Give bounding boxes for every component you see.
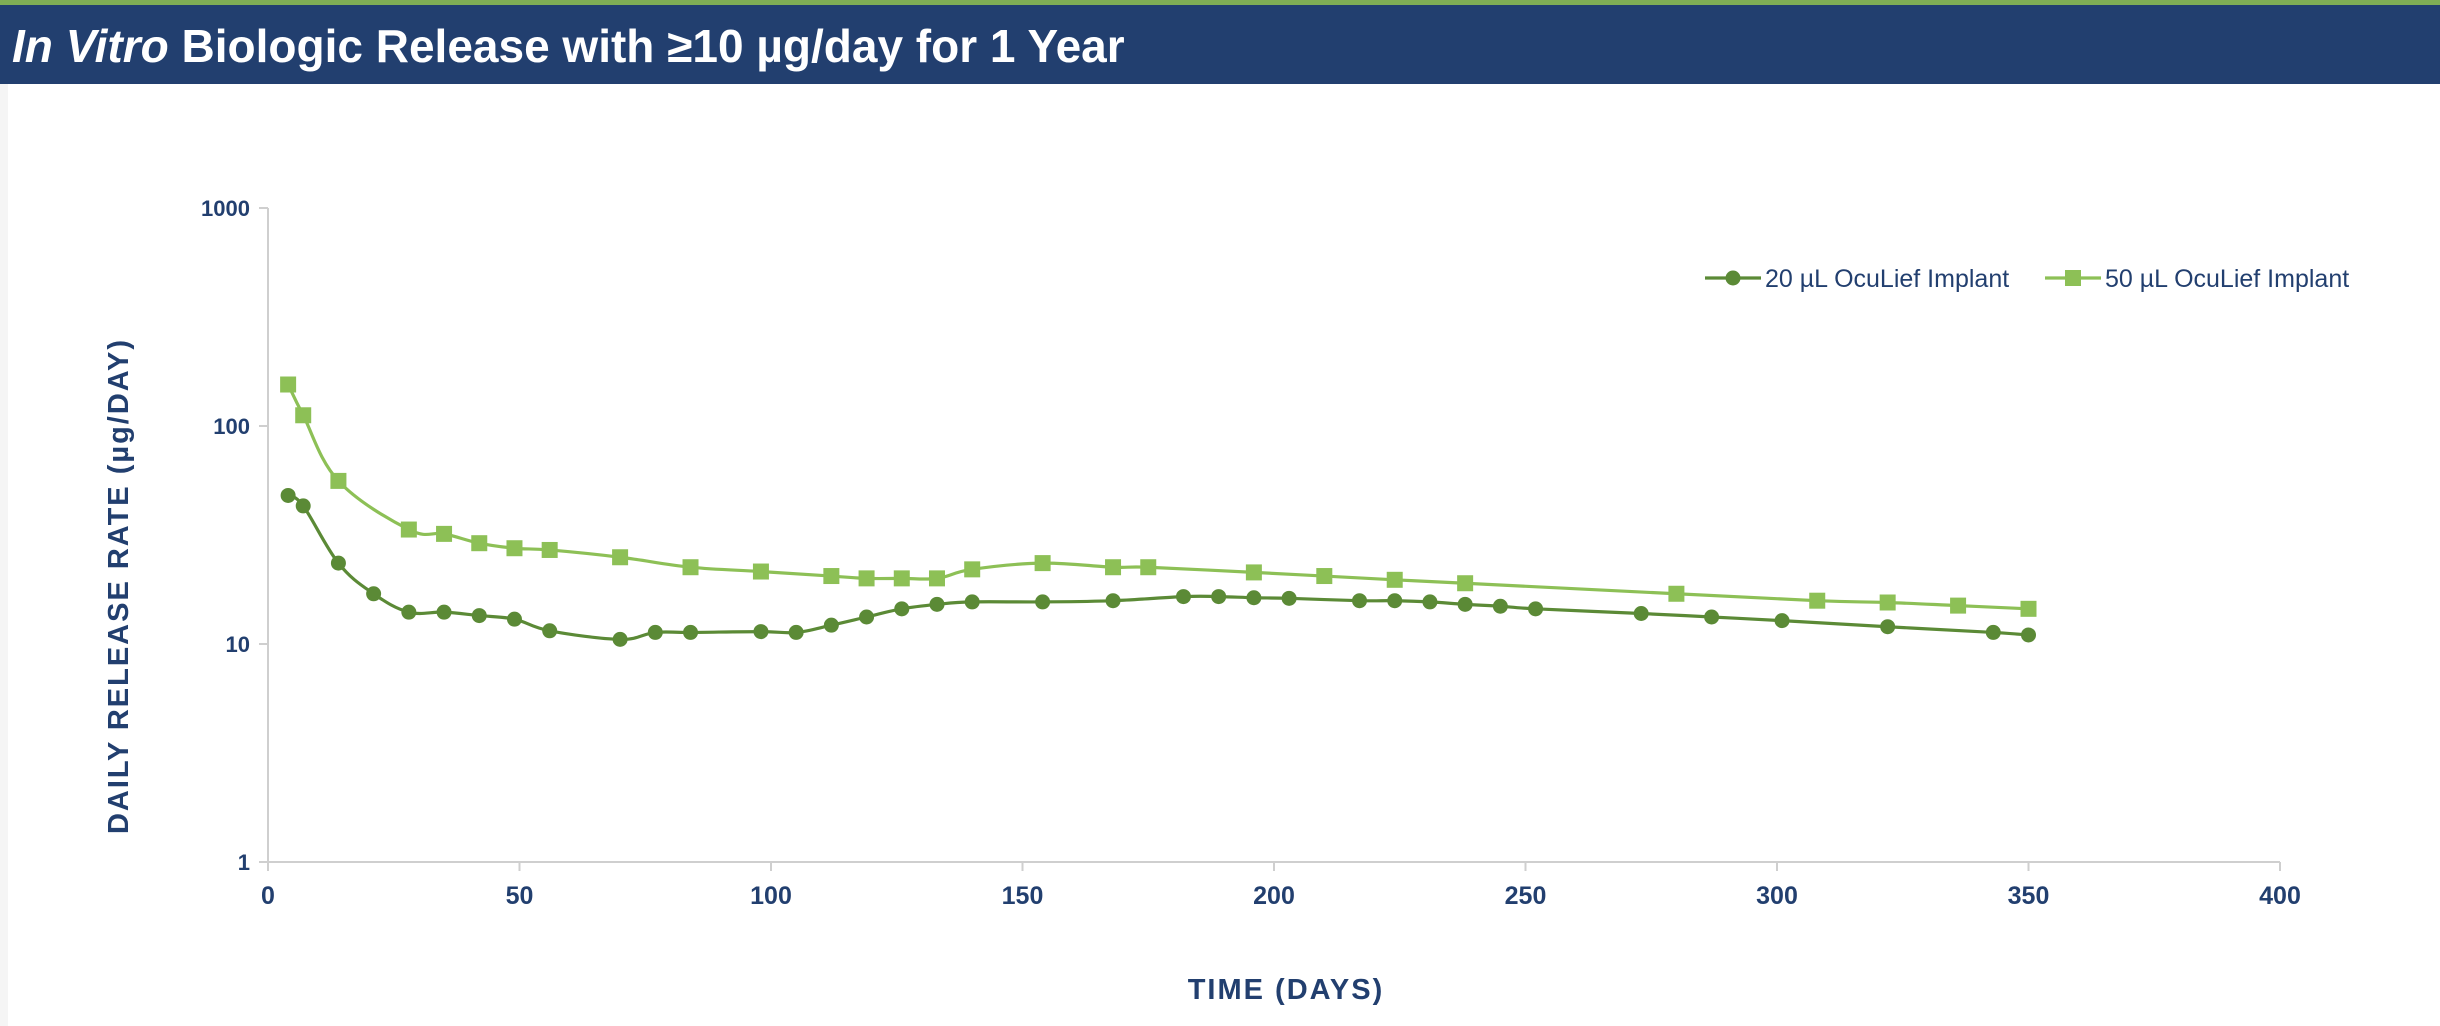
chart-series <box>280 376 2037 647</box>
data-point <box>1386 571 1403 588</box>
page-title-rest: Biologic Release with ≥10 µg/day for 1 Y… <box>168 20 1125 72</box>
page-title: In Vitro Biologic Release with ≥10 µg/da… <box>12 19 1125 73</box>
data-point <box>1668 585 1685 602</box>
data-point <box>859 609 875 625</box>
data-point <box>753 624 769 640</box>
x-tick-label: 250 <box>1505 882 1547 910</box>
data-point <box>1879 594 1896 611</box>
data-point <box>280 487 296 503</box>
data-point <box>1281 590 1297 606</box>
y-tick-label: 1 <box>238 850 250 875</box>
x-tick-label: 350 <box>2008 882 2050 910</box>
x-tick-label: 50 <box>506 882 534 910</box>
data-point <box>894 601 910 617</box>
data-point <box>436 525 453 542</box>
data-point <box>1352 593 1368 609</box>
data-point <box>401 604 417 620</box>
legend-item-50ul: 50 µL OcuLief Implant <box>2045 265 2349 293</box>
series-line <box>286 383 2029 611</box>
legend-marker <box>1725 270 1741 286</box>
legend-item-20ul: 20 µL OcuLief Implant <box>1705 265 2009 293</box>
y-tick-label: 100 <box>213 414 250 439</box>
data-point <box>2021 627 2036 643</box>
data-point <box>1880 619 1896 635</box>
data-point <box>823 617 839 633</box>
data-point <box>612 549 629 566</box>
data-point <box>295 407 312 424</box>
data-point <box>471 608 487 624</box>
data-point <box>612 631 628 647</box>
data-point <box>1457 596 1473 612</box>
x-tick-label: 200 <box>1253 882 1295 910</box>
x-tick-label: 0 <box>261 882 275 910</box>
data-point <box>1422 594 1438 610</box>
data-point <box>1105 593 1121 609</box>
series-20ul <box>280 487 2036 647</box>
legend-label: 50 µL OcuLief Implant <box>2105 265 2349 293</box>
data-point <box>1034 555 1051 572</box>
chart-axes: 0 50 100 150 200 250 300 350 400 1 10 100 1000 <box>201 196 2301 910</box>
data-point <box>471 535 488 552</box>
data-point <box>1809 592 1826 609</box>
data-point <box>1316 568 1333 585</box>
series-50ul <box>280 376 2037 617</box>
data-point <box>436 604 452 620</box>
data-point <box>1387 593 1403 609</box>
data-point <box>647 624 663 640</box>
x-tick-label: 300 <box>1756 882 1798 910</box>
data-point <box>542 623 558 639</box>
header-bar: In Vitro Biologic Release with ≥10 µg/da… <box>0 5 2440 84</box>
data-point <box>1492 598 1508 614</box>
data-point <box>280 376 297 393</box>
data-point <box>964 594 980 610</box>
data-point <box>1457 575 1474 592</box>
data-point <box>1950 597 1967 614</box>
y-tick-label: 1000 <box>201 196 250 221</box>
legend-marker <box>2065 270 2081 286</box>
data-point <box>1774 613 1790 629</box>
data-point <box>752 563 769 580</box>
data-point <box>330 472 347 489</box>
data-point <box>1528 601 1544 617</box>
x-tick-label: 150 <box>1002 882 1044 910</box>
x-tick-label: 400 <box>2259 882 2301 910</box>
data-point <box>1704 609 1720 625</box>
data-point <box>1140 559 1157 576</box>
release-rate-chart: 0 50 100 150 200 250 300 350 400 1 10 100 1000 20 µL… <box>103 196 2349 1006</box>
data-point <box>1633 606 1649 622</box>
page-title-italic: In Vitro <box>12 20 169 72</box>
data-point <box>1245 564 1262 581</box>
y-tick-label: 10 <box>226 632 250 657</box>
data-point <box>893 570 910 587</box>
data-point <box>366 586 382 602</box>
data-point <box>1211 589 1227 605</box>
data-point <box>964 561 981 578</box>
data-point <box>823 568 840 585</box>
x-axis-title: TIME (DAYS) <box>1188 974 1385 1006</box>
data-point <box>1105 559 1122 576</box>
data-point <box>1246 590 1262 606</box>
data-point <box>506 540 523 557</box>
chart-legend: 20 µL OcuLief Implant 50 µL OcuLief Impla… <box>1705 265 2349 293</box>
data-point <box>541 541 558 558</box>
data-point <box>928 570 945 587</box>
legend-label: 20 µL OcuLief Implant <box>1765 265 2009 293</box>
data-point <box>506 611 522 627</box>
chart-panel: 0 50 100 150 200 250 300 350 400 1 10 100 1000 20 µL… <box>8 84 2440 1026</box>
data-point <box>1175 589 1191 605</box>
header-accent-rule <box>0 0 2440 5</box>
data-point <box>858 570 875 587</box>
data-point <box>929 596 945 612</box>
data-point <box>1035 594 1051 610</box>
y-axis-title: DAILY RELEASE RATE (µg/DAY) <box>103 338 135 834</box>
x-tick-label: 100 <box>750 882 792 910</box>
data-point <box>295 498 311 514</box>
data-point <box>683 624 699 640</box>
data-point <box>682 559 699 576</box>
data-point <box>788 624 804 640</box>
data-point <box>1985 624 2001 640</box>
data-point <box>400 521 417 538</box>
data-point <box>2020 600 2037 617</box>
data-point <box>330 555 346 571</box>
